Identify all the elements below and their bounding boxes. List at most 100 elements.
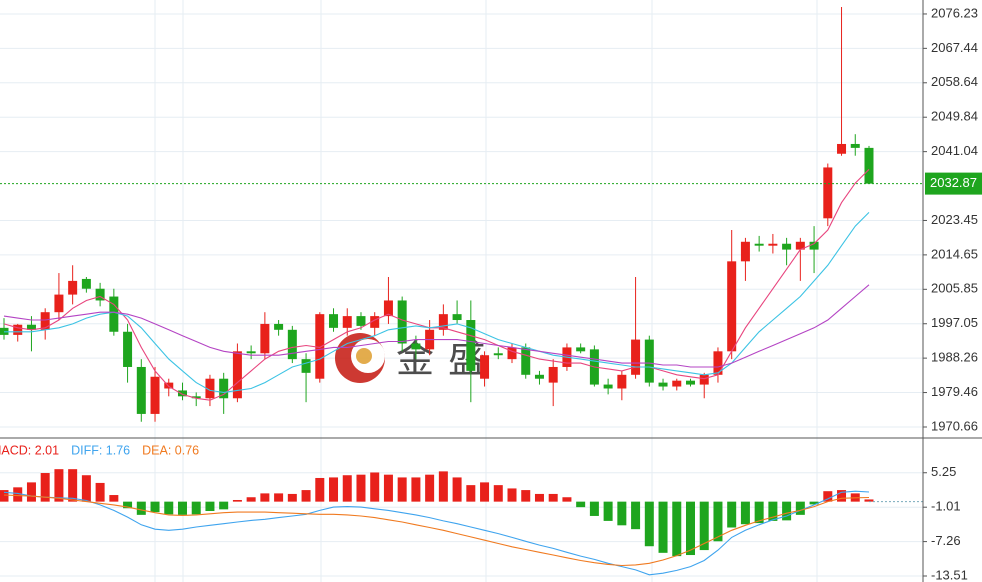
candle-body xyxy=(123,331,133,367)
y-tick-label: 2049.84 xyxy=(931,109,978,124)
candle-body xyxy=(534,374,544,379)
line-series xyxy=(3,284,870,368)
y-tick-label: -1.01 xyxy=(931,499,961,514)
candle-body xyxy=(109,296,119,332)
candle-body xyxy=(246,351,256,354)
grid-layer xyxy=(0,13,923,577)
candle-body xyxy=(480,355,490,379)
line-series xyxy=(3,169,870,401)
macd-bar xyxy=(686,501,695,556)
y-tick-label: 1979.46 xyxy=(931,384,978,399)
macd-bar xyxy=(727,501,737,528)
macd-bar xyxy=(123,501,133,509)
candle-body xyxy=(850,143,860,148)
candle-body xyxy=(658,382,668,387)
legend-label: MACD: 2.01 xyxy=(0,443,59,457)
candle-body xyxy=(287,329,297,360)
macd-bar xyxy=(864,499,874,502)
y-tick-label: 1997.05 xyxy=(931,315,978,330)
macd-bar xyxy=(219,501,229,510)
macd-bar xyxy=(480,482,490,502)
candle-body xyxy=(13,324,23,335)
candle-body xyxy=(274,323,284,330)
macd-bar xyxy=(81,475,91,502)
macd-bar xyxy=(823,491,833,502)
candle-body xyxy=(823,167,833,219)
candle-body xyxy=(260,323,270,354)
candle-body xyxy=(864,147,874,184)
macd-bar xyxy=(329,477,339,502)
candle-body xyxy=(411,343,421,350)
vertical-grid xyxy=(154,0,818,582)
macd-bar xyxy=(837,490,847,502)
macd-bar xyxy=(370,472,380,502)
plot-layer xyxy=(0,7,923,576)
y-tick-label: -7.26 xyxy=(931,533,961,548)
candle-body xyxy=(466,320,476,371)
candle-body xyxy=(191,396,201,399)
macd-bar xyxy=(466,485,476,502)
macd-bar xyxy=(534,493,544,502)
legend-label: DIFF: 1.76 xyxy=(71,443,130,457)
macd-bar xyxy=(438,471,448,502)
y-tick-label: 5.25 xyxy=(931,464,956,479)
candle-body xyxy=(150,376,160,414)
candle-body xyxy=(713,351,723,375)
candle-body xyxy=(672,380,682,387)
macd-bar xyxy=(26,482,36,502)
macd-bar xyxy=(40,473,50,502)
candle-body xyxy=(452,314,462,321)
candle-body xyxy=(521,347,531,375)
candle-body xyxy=(232,351,242,399)
last-price-label: 2032.87 xyxy=(930,175,977,190)
macd-bar xyxy=(603,501,613,521)
candle-body xyxy=(644,339,654,383)
candle-body xyxy=(782,243,792,250)
candle-body xyxy=(356,316,366,326)
macd-bar xyxy=(287,493,297,502)
candle-body xyxy=(631,339,641,375)
macd-bar xyxy=(109,495,119,502)
candle-body xyxy=(617,374,627,389)
candle-body xyxy=(740,241,750,262)
macd-bar xyxy=(713,501,723,542)
candle-body xyxy=(438,314,448,330)
macd-bar xyxy=(164,501,174,515)
macd-bar xyxy=(631,501,641,530)
candle-body xyxy=(507,347,517,360)
macd-bar xyxy=(576,501,586,508)
macd-bar xyxy=(95,482,105,502)
y-tick-label: 2014.65 xyxy=(931,246,978,261)
macd-bar xyxy=(658,501,668,553)
macd-bar xyxy=(68,469,78,502)
y-tick-label: 2058.64 xyxy=(931,74,978,89)
y-tick-label: 1988.26 xyxy=(931,350,978,365)
candle-body xyxy=(40,312,50,330)
y-tick-label: -13.51 xyxy=(931,567,968,582)
macd-bar xyxy=(342,475,352,502)
macd-bar xyxy=(795,501,805,515)
candle-body xyxy=(699,374,709,385)
macd-bar xyxy=(493,485,503,502)
y-tick-label: 2023.45 xyxy=(931,212,978,227)
macd-bar xyxy=(177,501,187,515)
macd-bar xyxy=(383,474,393,502)
y-tick-label: 2067.44 xyxy=(931,40,978,55)
macd-bar xyxy=(136,501,146,515)
macd-bar xyxy=(301,490,311,502)
macd-bar xyxy=(507,488,517,502)
macd-bar xyxy=(672,501,682,557)
candle-body xyxy=(768,243,778,246)
candle-body xyxy=(329,314,339,328)
candle-body xyxy=(81,278,91,289)
candle-body xyxy=(95,288,105,301)
y-tick-label: 2005.85 xyxy=(931,281,978,296)
macd-bar xyxy=(232,499,242,502)
macd-bar xyxy=(397,477,407,502)
macd-bar xyxy=(356,474,366,502)
macd-bar xyxy=(246,497,256,502)
axis-layer: 1970.66 1979.46 1988.26 1997.05 2005.85 2014.… xyxy=(0,5,982,582)
macd-bar xyxy=(13,487,23,502)
candle-body xyxy=(301,359,311,373)
